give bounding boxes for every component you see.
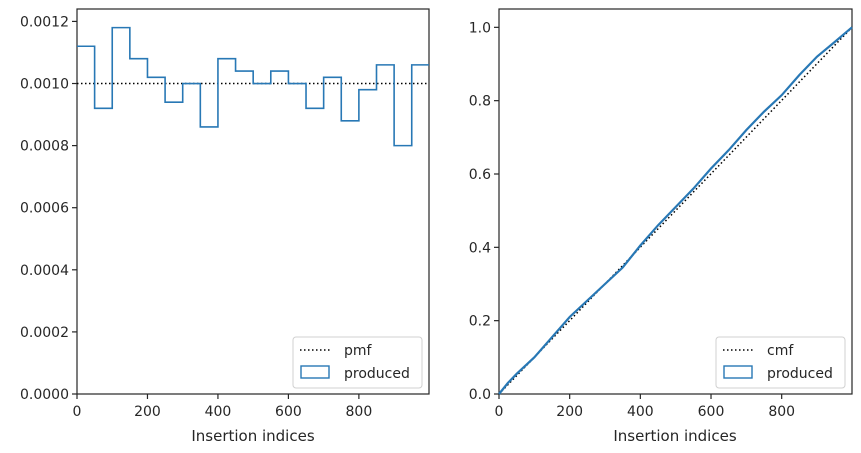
right-x-tick-label: 600 [698,404,725,420]
right-y-tick-label: 0.4 [469,240,491,256]
left-x-tick-label: 0 [73,404,82,420]
left-y-axis: 0.0000 0.0002 0.0004 0.0006 0.0008 0.0010 0.00… [20,14,77,403]
legend-produced-swatch-right [723,365,753,379]
left-y-tick-label: 0.0010 [20,77,69,93]
produced-cumulative-line [498,26,853,395]
left-y-tick-label: 0.0002 [20,325,69,341]
right-y-axis: 0.0 0.2 0.4 0.6 0.8 1.0 [469,20,499,403]
left-x-tick-label: 200 [134,404,161,420]
right-x-tick-label: 400 [627,404,654,420]
left-y-tick-label: 0.0008 [20,139,69,155]
cmf-cumulative-chart: 0.0 0.2 0.4 0.6 0.8 1.0 0 200 400 600 800 Inserti… [469,8,853,445]
left-x-tick-label: 800 [346,404,373,420]
left-y-tick-label: 0.0012 [20,14,69,30]
legend-pmf-label: pmf [344,343,373,359]
right-legend: cmf produced [715,336,846,389]
right-y-tick-label: 1.0 [469,20,491,36]
left-x-axis: 0 200 400 600 800 [73,394,373,420]
left-x-axis-label: Insertion indices [191,427,314,445]
right-x-axis: 0 200 400 600 800 [495,394,795,420]
right-y-tick-label: 0.6 [469,167,491,183]
left-x-tick-label: 600 [275,404,302,420]
right-y-tick-label: 0.2 [469,314,491,330]
right-x-tick-label: 0 [495,404,504,420]
legend-produced-label: produced [344,366,410,382]
left-plot-frame [76,8,430,395]
left-x-tick-label: 400 [205,404,232,420]
legend-produced-label-right: produced [767,366,833,382]
produced-histogram-step [77,26,429,147]
right-x-tick-label: 200 [556,404,583,420]
right-x-tick-label: 800 [768,404,795,420]
legend-produced-swatch [300,365,330,379]
left-legend: pmf produced [292,336,423,389]
left-y-tick-label: 0.0006 [20,201,69,217]
legend-cmf-label: cmf [767,343,794,359]
right-x-axis-label: Insertion indices [613,427,736,445]
pmf-histogram-chart: 0.0000 0.0002 0.0004 0.0006 0.0008 0.0010 0.00… [20,8,430,445]
cmf-reference-line [498,26,853,395]
left-y-tick-label: 0.0000 [20,387,69,403]
right-y-tick-label: 0.8 [469,94,491,110]
left-y-tick-label: 0.0004 [20,263,69,279]
right-plot-frame [498,8,853,395]
right-y-tick-label: 0.0 [469,387,491,403]
